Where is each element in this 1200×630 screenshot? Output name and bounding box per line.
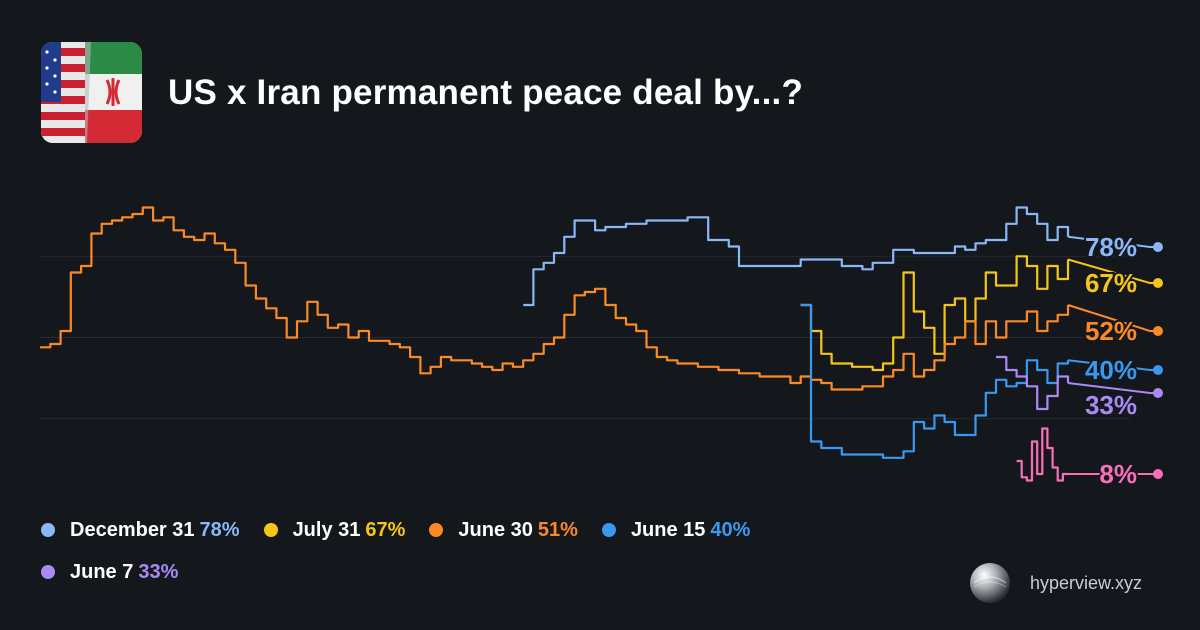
series-value-label: 78% <box>1085 232 1137 262</box>
series-line-unnamed <box>1016 427 1068 482</box>
us-iran-flags-icon <box>41 42 142 143</box>
chart-legend: December 31 78% July 31 67% June 30 51% June 1… <box>41 518 901 584</box>
legend-series-value: 67% <box>365 518 406 541</box>
series-lines <box>40 206 1158 482</box>
legend-series-value: 51% <box>537 518 578 541</box>
chart-title: US x Iran permanent peace deal by...? <box>168 72 804 112</box>
chart-header: US x Iran permanent peace deal by...? <box>41 42 803 143</box>
legend-item: June 15 40% <box>601 518 751 542</box>
series-value-label: 33% <box>1085 390 1137 420</box>
brand: hyperview.xyz <box>968 561 1142 605</box>
series-end-dots <box>1153 242 1163 479</box>
legend-series-value: 40% <box>710 518 751 541</box>
series-value-label: 67% <box>1085 268 1137 298</box>
series-value-label: 52% <box>1085 316 1137 346</box>
series-line-june-15 <box>800 303 1070 459</box>
series-line-july-31 <box>800 255 1070 372</box>
series-value-label: 40% <box>1085 355 1137 385</box>
series-end-dot <box>1153 365 1163 375</box>
series-value-label: 8% <box>1099 459 1137 489</box>
legend-series-value: 33% <box>138 560 179 583</box>
sphere-logo-icon <box>970 563 1010 603</box>
legend-dot <box>41 523 55 537</box>
series-end-dot <box>1153 326 1163 336</box>
legend-item: June 30 51% <box>429 518 578 542</box>
legend-item: June 7 33% <box>41 560 178 584</box>
series-end-dot <box>1153 242 1163 252</box>
series-line-december-31 <box>523 206 1070 307</box>
legend-dot <box>429 523 444 537</box>
series-value-labels: 78% 67% 52% 40% 33% 8% <box>1083 230 1139 491</box>
brand-url: hyperview.xyz <box>1030 572 1143 593</box>
series-end-dot <box>1153 469 1163 479</box>
legend-series-value: 78% <box>199 518 240 541</box>
series-end-dot <box>1153 388 1163 398</box>
legend-series-name: July 31 <box>292 518 361 541</box>
legend-item: December 31 78% <box>41 518 240 542</box>
legend-dot <box>263 523 278 537</box>
legend-series-name: June 15 <box>630 518 706 541</box>
series-end-dot <box>1153 278 1163 288</box>
gridlines <box>40 255 1130 420</box>
legend-series-name: June 7 <box>70 560 134 583</box>
legend-item: July 31 67% <box>263 518 406 542</box>
series-line-june-30 <box>40 206 1070 391</box>
legend-dot <box>41 565 55 579</box>
legend-dot <box>601 523 616 537</box>
legend-series-name: June 30 <box>458 518 533 541</box>
legend-series-name: December 31 <box>70 518 195 541</box>
series-line-june-7 <box>996 355 1070 411</box>
